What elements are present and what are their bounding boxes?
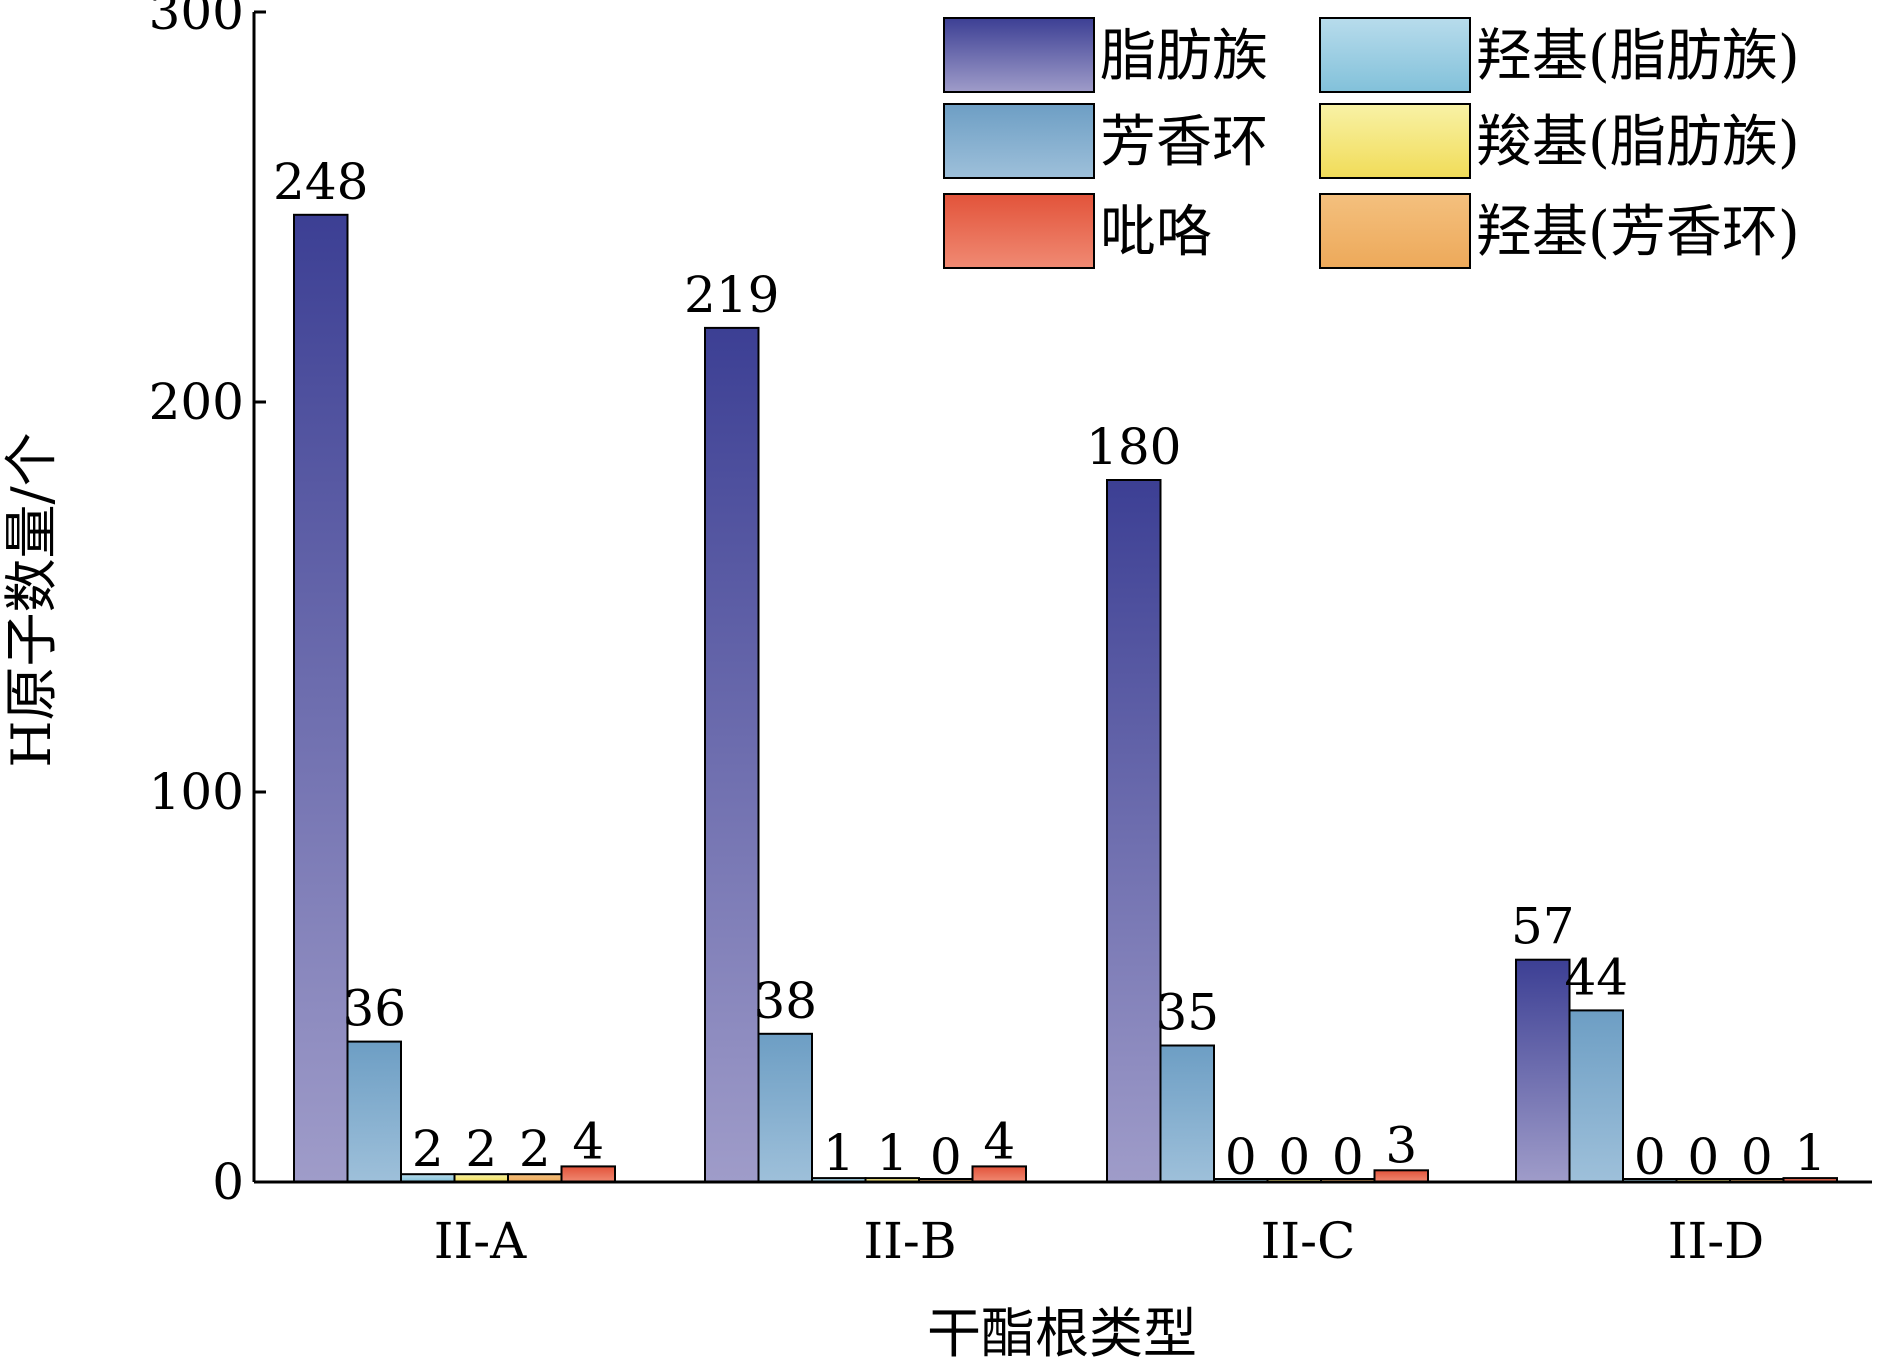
bar-ii-b-series-2 [757,1032,813,1184]
legend-label-series-4: 羧基(脂肪族) [1476,110,1800,175]
data-label-ii-d-series-5: 0 [1741,1128,1773,1186]
bar-ii-c-series-2 [1159,1044,1215,1183]
data-label-ii-b-series-2: 38 [753,972,817,1030]
y-tick-label-100: 100 [149,763,244,821]
x-tick-label-ii-c: II-C [1261,1212,1356,1270]
data-label-ii-d-series-3: 0 [1634,1128,1666,1186]
legend-label-series-1: 脂肪族 [1100,24,1268,89]
bar-ii-a-series-2 [346,1040,402,1183]
legend: 脂肪族 羟基(脂肪族) 芳香环 羧基(脂肪族) 吡咯 羟基(芳香环) [943,17,1800,269]
data-label-ii-a-series-3: 2 [412,1120,444,1178]
data-label-ii-c-series-4: 0 [1278,1128,1310,1186]
bar-ii-a-series-1 [293,213,349,1184]
data-label-ii-a-series-2: 36 [342,980,406,1038]
data-label-ii-c-series-1: 180 [1086,418,1181,476]
y-tick-label-200: 200 [149,373,244,431]
data-label-ii-a-series-1: 248 [273,153,368,211]
legend-label-series-3: 羟基(脂肪族) [1476,24,1800,89]
data-label-ii-a-series-5: 2 [519,1120,551,1178]
legend-swatch-series-1 [943,17,1095,93]
legend-swatch-series-4 [1319,103,1471,179]
data-label-ii-d-series-2: 44 [1564,948,1628,1006]
y-axis-title: H原子数量/个 [0,432,63,767]
bar-ii-c-series-1 [1106,479,1162,1183]
data-label-ii-a-series-4: 2 [465,1120,497,1178]
legend-swatch-series-2 [943,103,1095,179]
data-label-ii-d-series-1: 57 [1511,898,1575,956]
x-tick-label-ii-d: II-D [1668,1212,1764,1270]
data-label-ii-b-series-5: 0 [930,1128,962,1186]
data-label-ii-b-series-4: 1 [876,1124,908,1182]
data-label-ii-c-series-3: 0 [1225,1128,1257,1186]
data-label-ii-a-series-6: 4 [572,1112,604,1170]
legend-label-series-6: 吡咯 [1100,200,1212,265]
legend-swatch-series-5 [1319,193,1471,269]
bar-ii-b-series-1 [704,326,760,1183]
legend-swatch-series-3 [1319,17,1471,93]
data-label-ii-d-series-4: 0 [1687,1128,1719,1186]
data-label-ii-d-series-6: 1 [1794,1124,1826,1182]
bar-ii-d-series-1 [1515,958,1571,1184]
data-label-ii-c-series-5: 0 [1332,1128,1364,1186]
bar-ii-d-series-2 [1568,1009,1624,1184]
legend-swatch-series-6 [943,193,1095,269]
bars-layer [293,213,1838,1184]
x-tick-label-ii-b: II-B [863,1212,956,1270]
x-tick-label-ii-a: II-A [434,1212,527,1270]
legend-label-series-2: 芳香环 [1100,110,1268,175]
data-label-ii-b-series-6: 4 [983,1112,1015,1170]
data-label-ii-b-series-3: 1 [823,1124,855,1182]
data-label-ii-c-series-6: 3 [1385,1116,1417,1174]
x-axis-title: 干酯根类型 [927,1302,1197,1363]
y-tick-label-0: 0 [212,1153,244,1211]
legend-label-series-5: 羟基(芳香环) [1476,200,1800,265]
data-label-ii-c-series-2: 35 [1155,984,1219,1042]
data-label-ii-b-series-1: 219 [684,266,779,324]
y-tick-label-300: 300 [149,0,244,41]
